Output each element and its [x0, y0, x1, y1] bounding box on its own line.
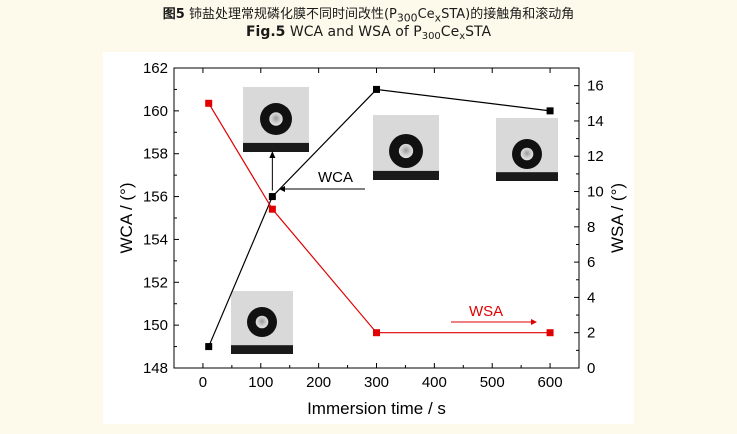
droplet-inset-600s-substrate	[496, 172, 558, 181]
y-right-tick-label: 2	[587, 325, 595, 342]
wca-wsa-chart: 0 100 200 300 400 500 600148150152154156158160…	[117, 60, 627, 418]
x-tick-label: 100	[248, 374, 273, 391]
data-point-wca	[546, 107, 554, 115]
wca-image-pointer-head	[269, 151, 276, 158]
droplet-inset-120s-highlight	[269, 112, 283, 126]
droplet-inset-10s-substrate	[231, 345, 293, 354]
caption-en-tail: STA	[465, 24, 492, 40]
x-tick-label: 500	[480, 374, 505, 391]
y-left-tick-label: 154	[143, 231, 168, 248]
caption-en-sub1: 300	[421, 31, 441, 42]
y-right-axis-label: WSA / (°)	[608, 183, 627, 253]
droplet-inset-600s-highlight	[520, 147, 534, 161]
y-right-tick-label: 6	[587, 254, 595, 271]
series-line-wca	[208, 88, 551, 347]
droplet-inset-300s	[373, 115, 439, 180]
y-left-tick-label: 160	[143, 103, 168, 120]
data-point-wsa	[373, 329, 380, 337]
caption-en-mid: Ce	[440, 24, 460, 40]
y-right-tick-label: 0	[587, 360, 595, 377]
y-right-tick-label: 10	[587, 184, 604, 201]
droplet-inset-10s-highlight	[255, 315, 269, 329]
caption-en-text: WCA and WSA of P	[289, 24, 422, 40]
y-left-axis-label: WCA / (°)	[117, 182, 136, 253]
caption-cn-label: 图5	[162, 7, 185, 22]
wca-annotation: WCA	[318, 169, 353, 186]
droplet-inset-120s	[243, 87, 309, 152]
data-point-wca	[205, 343, 213, 351]
caption-english: Fig.5 WCA and WSA of P300CexSTA	[0, 24, 737, 42]
caption-en-label: Fig.5	[245, 24, 286, 40]
y-left-tick-label: 162	[143, 60, 168, 77]
series-line-wsa	[208, 102, 551, 334]
y-right-tick-label: 8	[587, 219, 595, 236]
x-tick-label: 300	[364, 374, 389, 391]
caption-cn-sub2: x	[434, 11, 442, 25]
x-tick-label: 0	[199, 374, 207, 391]
y-left-tick-label: 158	[143, 146, 168, 163]
y-left-tick-label: 156	[143, 189, 168, 206]
droplet-inset-10s	[231, 291, 293, 354]
wsa-annotation: WSA	[469, 303, 503, 320]
y-right-tick-label: 14	[587, 113, 604, 130]
data-point-wca	[268, 193, 276, 201]
caption-chinese: 图5 铈盐处理常规磷化膜不同时间改性(P300CexSTA)的接触角和滚动角	[0, 3, 737, 25]
figure-panel: 0 100 200 300 400 500 600 148 150 152 154 156 158 160…	[103, 52, 634, 424]
data-point-wsa	[205, 99, 213, 107]
caption-cn-tail: STA)的接触角和滚动角	[441, 7, 575, 22]
wca-arrow-head	[279, 186, 285, 192]
y-left-tick-label: 152	[143, 274, 168, 291]
y-right-tick-label: 4	[587, 289, 595, 306]
y-right-tick-label: 12	[587, 148, 604, 165]
x-tick-label: 400	[422, 374, 447, 391]
data-point-wsa	[268, 205, 276, 213]
x-tick-label: 600	[538, 374, 563, 391]
caption-cn-text: 铈盐处理常规磷化膜不同时间改性(P	[188, 7, 397, 22]
droplet-inset-300s-highlight	[398, 143, 414, 159]
y-right-tick-label: 16	[587, 78, 604, 95]
droplet-inset-600s	[496, 118, 558, 181]
caption-cn-sub1: 300	[396, 11, 418, 25]
droplet-inset-120s-substrate	[243, 142, 309, 152]
droplet-inset-300s-substrate	[373, 170, 439, 180]
caption-cn-mid: Ce	[417, 7, 435, 22]
y-left-tick-label: 150	[143, 317, 168, 334]
x-axis-label: Immersion time / s	[307, 399, 446, 418]
caption-en-sub2: x	[459, 31, 466, 42]
wsa-arrow-head	[531, 319, 537, 325]
data-point-wsa	[546, 329, 554, 337]
y-left-tick-label: 148	[143, 360, 168, 377]
data-point-wca	[373, 85, 380, 93]
x-tick-label: 200	[306, 374, 331, 391]
